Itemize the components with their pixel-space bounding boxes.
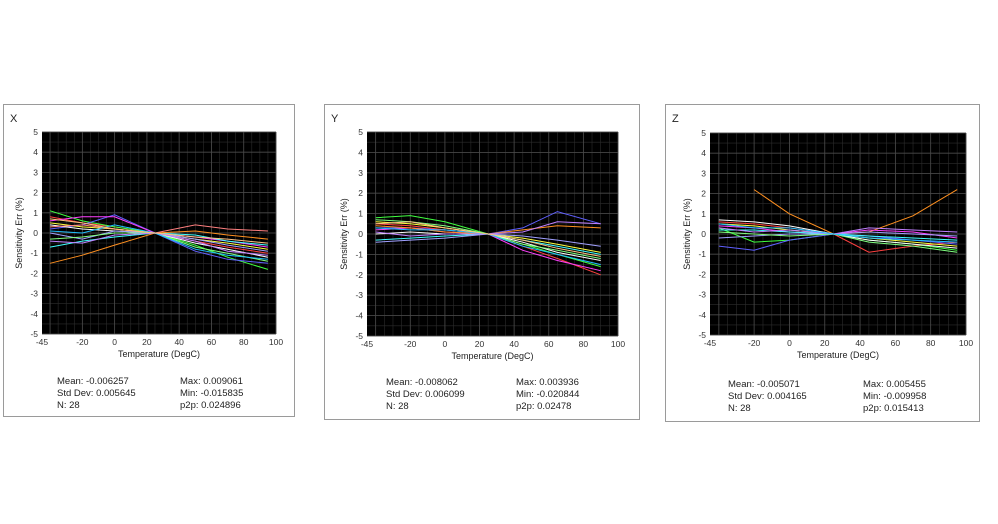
stat-min: Min: -0.020844 [516,389,580,400]
stat-std-dev: Std Dev: 0.004165 [728,391,807,402]
x-tick-label: -20 [404,339,417,349]
x-tick-label: -45 [361,339,374,349]
y-tick-label: 3 [701,168,706,178]
x-tick-label: 20 [820,338,830,348]
y-tick-label: 3 [33,167,38,177]
y-tick-label: -1 [30,248,38,258]
y-tick-label: 5 [358,127,363,137]
stat-p2p: p2p: 0.02478 [516,401,572,412]
x-tick-label: 80 [239,337,249,347]
y-axis-label: Sensitivity Err (%) [682,198,692,270]
x-tick-label: 0 [112,337,117,347]
stat-n: N: 28 [728,403,751,414]
x-tick-label: 40 [174,337,184,347]
y-tick-label: -5 [698,330,706,340]
y-tick-label: 4 [33,147,38,157]
y-tick-label: 5 [701,128,706,138]
y-tick-label: 1 [701,209,706,219]
stat-p2p: p2p: 0.015413 [863,403,924,414]
major-grid [42,131,277,335]
series-group [375,211,601,276]
panel-y: Y 5 4 3 2 1 0 -1 -2 -3 -4 -5 -45 -20 0 20 40 60 80 100 Temp… [324,104,640,420]
y-tick-label: 2 [701,189,706,199]
stat-max: Max: 0.003936 [516,377,579,388]
stat-min: Min: -0.009958 [863,391,927,402]
x-tick-label: 0 [443,339,448,349]
y-tick-label: -4 [355,311,363,321]
series-line [718,223,958,243]
plot-area: 5 4 3 2 1 0 -1 -2 -3 -4 -5-45 -20 0 20 40 60 80 100 Temper… [339,127,625,361]
y-tick-label: -5 [30,329,38,339]
x-tick-label: 80 [926,338,936,348]
y-tick-label: 0 [358,229,363,239]
y-tick-label: -4 [30,309,38,319]
y-tick-label: -5 [355,331,363,341]
y-tick-label: 5 [33,127,38,137]
x-tick-label: -20 [76,337,89,347]
stat-mean: Mean: -0.005071 [728,379,800,390]
stat-std-dev: Std Dev: 0.005645 [57,388,136,399]
y-tick-label: -2 [30,268,38,278]
stat-min: Min: -0.015835 [180,388,244,399]
series-line [375,221,601,257]
stat-max: Max: 0.009061 [180,376,243,387]
x-tick-label: -20 [748,338,761,348]
y-tick-label: 0 [33,228,38,238]
chart-title: Z [672,113,679,125]
x-tick-label: 40 [855,338,865,348]
x-tick-label: 100 [269,337,283,347]
x-tick-label: 100 [959,338,973,348]
y-tick-label: 1 [33,208,38,218]
y-tick-label: -3 [698,290,706,300]
y-tick-label: 4 [701,148,706,158]
stat-mean: Mean: -0.006257 [57,376,129,387]
plot-area: 5 4 3 2 1 0 -1 -2 -3 -4 -5-45 -20 0 20 40 60 80 100 Temper… [682,128,973,360]
y-tick-label: -2 [698,269,706,279]
plot-area: 5 4 3 2 1 0 -1 -2 -3 -4 -5-45 -20 0 20 40 60 80 100 Temper… [14,127,283,359]
x-axis-label: Temperature (DegC) [118,349,200,359]
y-tick-label: -1 [698,249,706,259]
y-tick-label: -2 [355,270,363,280]
series-group [718,189,958,253]
series-group [49,210,269,270]
x-tick-label: 80 [579,339,589,349]
x-axis-label: Temperature (DegC) [451,351,533,361]
stat-n: N: 28 [57,400,80,411]
chart-title: X [10,113,18,125]
y-tick-label: 1 [358,209,363,219]
x-tick-label: 60 [891,338,901,348]
stat-p2p: p2p: 0.024896 [180,400,241,411]
x-tick-label: 20 [475,339,485,349]
x-tick-label: 40 [509,339,519,349]
y-tick-label: -3 [30,289,38,299]
stat-std-dev: Std Dev: 0.006099 [386,389,465,400]
stat-mean: Mean: -0.008062 [386,377,458,388]
panel-x: X 5 4 3 2 1 0 -1 -2 -3 -4 -5 -45 -20 0 20 40 60 80 100 Temp… [3,104,295,417]
stat-n: N: 28 [386,401,409,412]
y-tick-label: 2 [33,188,38,198]
y-tick-label: -3 [355,290,363,300]
panel-z: Z 5 4 3 2 1 0 -1 -2 -3 -4 -5 -45 -20 0 20 40 60 80 100 Temp… [665,104,980,422]
y-axis-label: Sensitivity Err (%) [339,198,349,270]
x-tick-label: 0 [787,338,792,348]
y-tick-label: 4 [358,147,363,157]
x-tick-label: 20 [142,337,152,347]
y-tick-label: 3 [358,168,363,178]
x-axis-label: Temperature (DegC) [797,350,879,360]
x-tick-label: -45 [36,337,49,347]
x-tick-label: 100 [611,339,625,349]
y-axis-label: Sensitivity Err (%) [14,197,24,269]
x-tick-label: 60 [207,337,217,347]
y-tick-label: 0 [701,229,706,239]
x-tick-label: 60 [544,339,554,349]
series-line [50,218,268,244]
y-tick-label: -4 [698,310,706,320]
y-tick-label: -1 [355,249,363,259]
y-tick-label: 2 [358,188,363,198]
major-grid [367,131,619,337]
x-tick-label: -45 [704,338,717,348]
chart-title: Y [331,113,339,125]
stat-max: Max: 0.005455 [863,379,926,390]
